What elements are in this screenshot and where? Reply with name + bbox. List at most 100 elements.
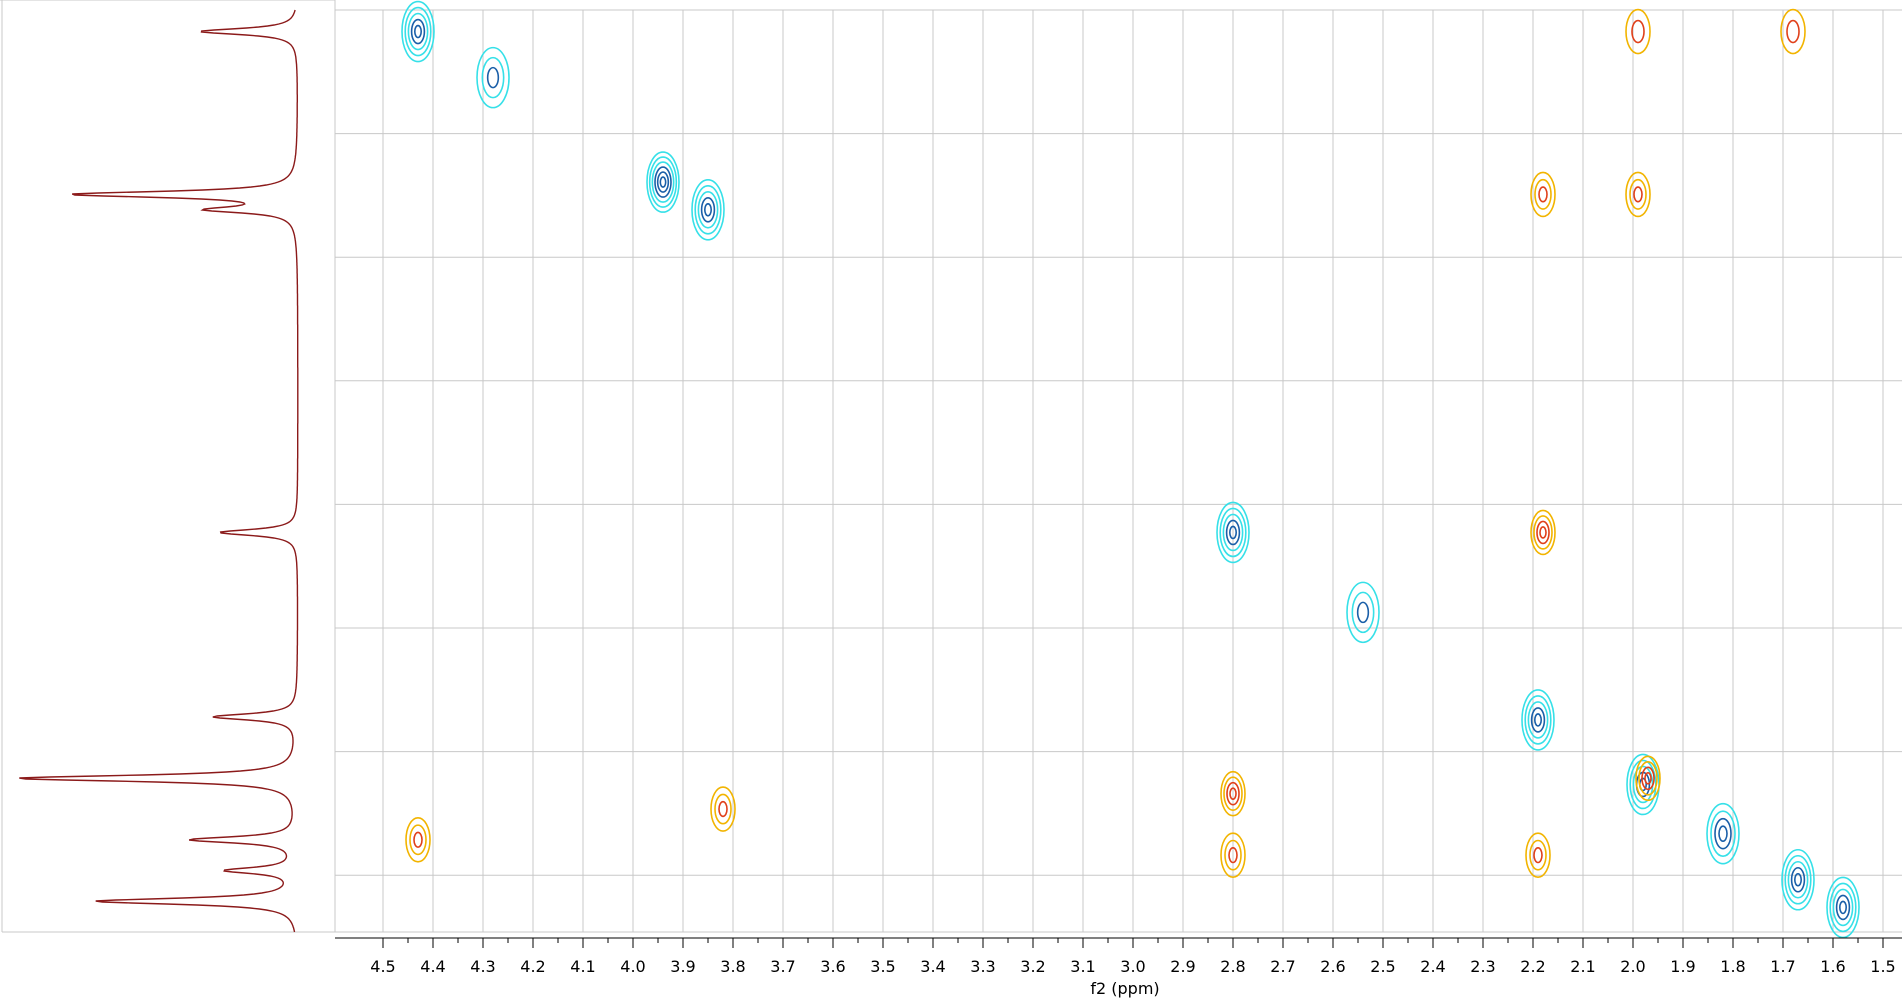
contour-level [1832, 888, 1854, 927]
cross-peak-2.19-1.75 [1525, 832, 1551, 878]
contour-level [1229, 787, 1237, 801]
contour-level [1219, 507, 1247, 558]
contour-level [1539, 526, 1547, 539]
x-tick-label: 3.7 [770, 957, 795, 976]
contour-level [1533, 515, 1553, 550]
contour-level [1525, 832, 1551, 878]
cross-peak-2.8-1.95 [1220, 770, 1246, 817]
x-axis: 4.5 4.4 4.3 4.2 4.1 4.0 3.9 3.8 3.7 3.6 3.5 3.4 3.3 3… [335, 937, 1902, 998]
x-tick-label: 3.3 [970, 957, 995, 976]
contour-level [1635, 755, 1661, 802]
x-tick-label: 4.5 [370, 957, 395, 976]
contour-level [1224, 839, 1242, 871]
contour-level [1222, 513, 1244, 552]
contour-level [646, 151, 680, 213]
contour-level [405, 816, 431, 863]
cross-peak-1.67-1.67 [1781, 848, 1815, 911]
x-tick-label: 3.9 [670, 957, 695, 976]
x-tick-label: 1.9 [1670, 957, 1695, 976]
cross-peak-1.99-3.9 [1625, 171, 1651, 218]
contour-level [1228, 847, 1238, 864]
contour-level [1226, 781, 1240, 806]
contour-level [1225, 519, 1241, 546]
contour-level [1536, 520, 1550, 545]
contour-level [1534, 178, 1552, 210]
x-tick-label: 4.0 [620, 957, 645, 976]
cross-peak-4.28-4.28 [476, 46, 510, 109]
contour-level [404, 6, 432, 57]
x-tick-label: 4.3 [470, 957, 495, 976]
contour-level [413, 24, 422, 39]
x-tick-label: 3.4 [920, 957, 945, 976]
x-tick-label: 3.5 [870, 957, 895, 976]
contour-level [654, 166, 672, 198]
x-tick-label: 3.6 [820, 957, 845, 976]
contour-level [1625, 171, 1651, 218]
contour-level [1527, 701, 1549, 739]
contour-level [486, 66, 500, 89]
contour-level [1534, 713, 1543, 727]
contour-level [1786, 19, 1800, 44]
x-tick-label: 2.2 [1520, 957, 1545, 976]
contour-level [1718, 825, 1728, 842]
x-tick-label: 1.5 [1870, 957, 1895, 976]
contour-level [1641, 766, 1655, 791]
x-tick-label: 2.8 [1220, 957, 1245, 976]
x-axis-tick-labels: 4.5 4.4 4.3 4.2 4.1 4.0 3.9 3.8 3.7 3.6 3.5 3.4 3.3 3… [370, 957, 1895, 976]
x-axis-ticks [382, 938, 1884, 948]
contour-level [1710, 810, 1736, 857]
contour-level [691, 178, 725, 241]
contour-level [1638, 761, 1658, 796]
x-tick-label: 2.1 [1570, 957, 1595, 976]
x-tick-label: 3.0 [1120, 957, 1145, 976]
contour-level [410, 18, 426, 45]
x-tick-label: 3.2 [1020, 957, 1045, 976]
contour-level [1790, 866, 1806, 893]
x-tick-label: 2.6 [1320, 957, 1345, 976]
contour-level [1529, 839, 1547, 871]
contour-level [1346, 581, 1380, 644]
cross-peak-1.82-1.82 [1706, 802, 1740, 865]
x-tick-label: 1.6 [1820, 957, 1845, 976]
contour-level [409, 824, 427, 856]
contour-level [700, 196, 716, 223]
contour-level [703, 202, 712, 217]
contour-level [1521, 689, 1555, 751]
x-tick-label: 2.4 [1420, 957, 1445, 976]
x-tick-label: 1.8 [1720, 957, 1745, 976]
contour-level [476, 46, 510, 109]
x-tick-label: 2.0 [1620, 957, 1645, 976]
contour-level [1784, 854, 1812, 905]
cross-peak-2.19-2.19 [1521, 689, 1555, 751]
x-axis-title: f2 (ppm) [1090, 979, 1159, 998]
contour-level [1216, 501, 1250, 564]
contour-level [718, 800, 728, 818]
contour-level [1356, 601, 1370, 624]
cross-peak-1.58-1.58 [1826, 876, 1860, 939]
contour-level [407, 12, 429, 51]
x-tick-label: 2.5 [1370, 957, 1395, 976]
cross-peak-4.43-4.43 [401, 0, 435, 63]
contour-level [1644, 772, 1652, 785]
cross-peak-1.97-2 [1635, 755, 1661, 802]
contour-level [1530, 171, 1556, 218]
contour-level [697, 190, 719, 229]
contour-level [694, 184, 722, 235]
contour-level [1714, 817, 1732, 850]
contour-level [1780, 8, 1806, 55]
contour-level [1538, 186, 1548, 203]
contour-level [1533, 847, 1543, 864]
cross-peak-3.85-3.85 [691, 178, 725, 241]
contour-level [1631, 19, 1645, 44]
contour-level [1351, 591, 1375, 634]
contour-level [401, 0, 435, 63]
contour-level [1633, 186, 1643, 203]
cross-peak-1.99-4.43 [1625, 8, 1651, 55]
cross-peak-3.82-1.9 [710, 786, 736, 832]
contour-level [1223, 776, 1243, 812]
contour-level [656, 171, 670, 193]
projection-spectrum-panel [0, 0, 335, 933]
contour-level [1229, 525, 1238, 540]
horizontal-gridlines [335, 9, 1902, 876]
